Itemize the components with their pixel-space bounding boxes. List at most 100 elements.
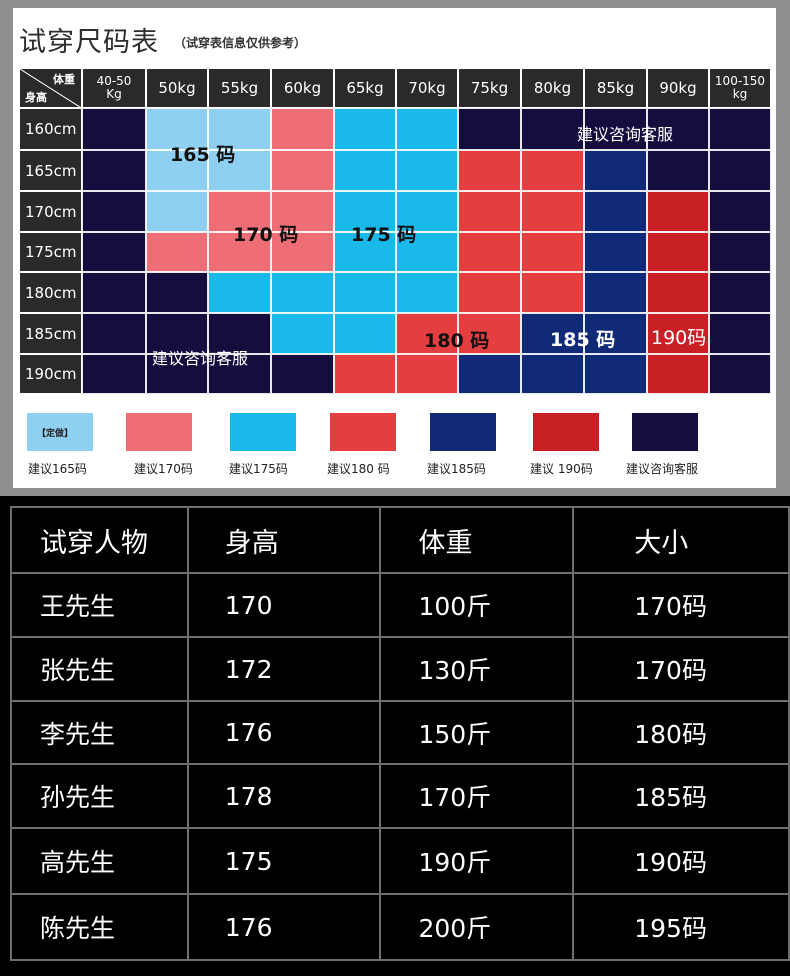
label-185: 185 码 (550, 329, 616, 351)
size-cell (521, 108, 584, 150)
weight-header-text: Kg (106, 87, 122, 101)
size-cell (334, 191, 396, 232)
weight-header-text: 90kg (659, 79, 697, 97)
table-row: 王先生 170 100斤 170码 (10, 572, 790, 638)
legend-custom-tag: 【定做】 (37, 429, 74, 439)
size-cell (584, 354, 647, 394)
size-cell (334, 232, 396, 272)
legend-swatch (330, 413, 396, 451)
size-cell (146, 191, 208, 232)
size-cell (82, 272, 146, 313)
table-cell: 陈先生 (10, 893, 189, 961)
size-cell (709, 108, 771, 150)
table-cell: 170 (186, 572, 381, 638)
size-cell (82, 313, 146, 354)
size-cell (584, 191, 647, 232)
size-cell (271, 191, 334, 232)
size-cell (82, 191, 146, 232)
size-cell (709, 354, 771, 394)
size-cell (521, 150, 584, 191)
size-cell (334, 108, 396, 150)
size-cell (396, 191, 458, 232)
size-cell (709, 150, 771, 191)
corner-height-label: 身高 (25, 91, 47, 104)
weight-header-text: kg (732, 87, 748, 101)
size-cell (647, 272, 709, 313)
chart-subtitle: （试穿表信息仅供参考） (174, 36, 307, 50)
size-cell (521, 232, 584, 272)
legend-swatch (632, 413, 698, 451)
size-cell (647, 354, 709, 394)
size-cell (334, 150, 396, 191)
size-cell (709, 232, 771, 272)
legend-label: 建议165码 (28, 462, 87, 476)
table-cell: 190斤 (378, 827, 575, 895)
weight-header-text: 75kg (470, 79, 509, 97)
size-cell (584, 232, 647, 272)
table-cell: 170斤 (378, 763, 575, 829)
size-cell (709, 313, 771, 354)
size-cell (208, 272, 271, 313)
weight-header: 70kg (396, 68, 458, 108)
legend-swatch (430, 413, 496, 451)
size-cell (82, 354, 146, 394)
table-cell: 172 (186, 636, 381, 702)
size-cell (146, 150, 208, 191)
weight-header-text: 55kg (220, 79, 259, 97)
legend-swatch (533, 413, 599, 451)
size-cell (334, 313, 396, 354)
height-header: 180cm (19, 272, 82, 313)
grid-corner: 体重 身高 (19, 68, 83, 109)
label-190: 190码 (651, 327, 707, 349)
table-header-cell: 体重 (378, 506, 575, 574)
size-cell (82, 108, 146, 150)
label-165: 165 码 (170, 144, 236, 166)
height-header: 165cm (19, 150, 82, 191)
height-header: 185cm (19, 313, 82, 354)
size-cell (458, 232, 521, 272)
table-header-cell: 大小 (572, 506, 790, 574)
table-row: 高先生 175 190斤 190码 (10, 827, 790, 895)
table-cell: 孙先生 (10, 763, 189, 829)
table-cell: 170码 (572, 572, 790, 638)
legend-label: 建议175码 (229, 462, 288, 476)
corner-weight-label: 体重 (53, 73, 75, 86)
trial-table-area: 试穿人物 身高 体重 大小 王先生 170 100斤 170码 张先生 172 130斤 170码 李先… (0, 496, 790, 976)
table-cell: 高先生 (10, 827, 189, 895)
weight-header: 60kg (271, 68, 334, 108)
size-cell (146, 272, 208, 313)
size-cell (647, 150, 709, 191)
size-cell (271, 313, 334, 354)
trial-table: 试穿人物 身高 体重 大小 王先生 170 100斤 170码 张先生 172 130斤 170码 李先… (10, 506, 790, 961)
table-cell: 130斤 (378, 636, 575, 702)
size-cell (82, 150, 146, 191)
height-header: 160cm (19, 108, 82, 150)
size-cell (271, 108, 334, 150)
size-cell (271, 354, 334, 394)
size-cell (396, 108, 458, 150)
table-cell: 100斤 (378, 572, 575, 638)
weight-header-text: 60kg (283, 79, 322, 97)
size-cell (458, 313, 521, 354)
table-row: 张先生 172 130斤 170码 (10, 636, 790, 702)
size-cell (82, 232, 146, 272)
weight-header-text: 70kg (408, 79, 446, 97)
legend-label: 建议170码 (134, 462, 193, 476)
size-cell (647, 232, 709, 272)
height-header: 190cm (19, 354, 82, 394)
size-cell (334, 272, 396, 313)
size-cell (521, 354, 584, 394)
weight-header-text: 65kg (346, 79, 384, 97)
size-cell (521, 313, 584, 354)
legend-swatch (230, 413, 296, 451)
weight-header-text: 40-50 (96, 74, 132, 88)
size-cell (458, 272, 521, 313)
weight-header-text: 85kg (596, 79, 635, 97)
table-cell: 200斤 (378, 893, 575, 961)
size-cell (647, 191, 709, 232)
table-header-cell: 身高 (186, 506, 381, 574)
size-cell (146, 232, 208, 272)
table-header-row: 试穿人物 身高 体重 大小 (10, 506, 790, 574)
size-cell (208, 108, 271, 150)
table-cell: 176 (186, 893, 381, 961)
